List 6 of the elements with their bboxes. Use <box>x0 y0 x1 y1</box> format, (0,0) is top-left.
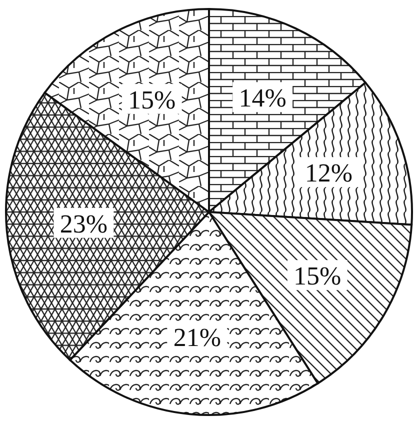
data-label: 21% <box>173 322 221 352</box>
data-label: 15% <box>128 85 176 114</box>
data-label: 14% <box>238 84 286 113</box>
data-label: 23% <box>60 209 108 238</box>
data-label: 15% <box>293 262 342 291</box>
data-label: 12% <box>304 158 353 188</box>
